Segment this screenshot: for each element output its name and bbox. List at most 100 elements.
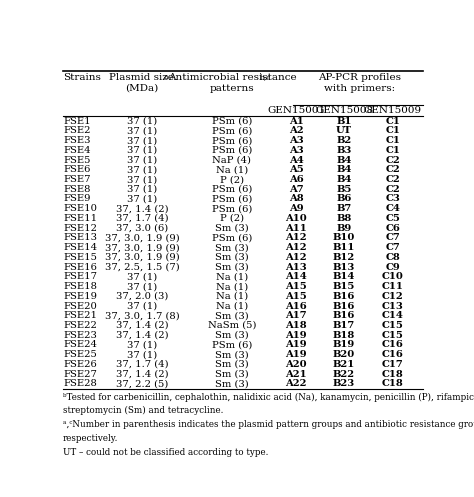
Text: PSm (6): PSm (6) xyxy=(212,146,252,155)
Text: C11: C11 xyxy=(382,282,404,291)
Text: GEN15009: GEN15009 xyxy=(364,106,422,115)
Text: C3: C3 xyxy=(385,194,400,203)
Text: P (2): P (2) xyxy=(220,214,244,223)
Text: B16: B16 xyxy=(333,311,355,320)
Text: A10: A10 xyxy=(285,214,307,223)
Text: A15: A15 xyxy=(285,292,307,301)
Text: C18: C18 xyxy=(382,379,404,388)
Text: FSE17: FSE17 xyxy=(63,272,97,281)
Text: A4: A4 xyxy=(289,156,303,165)
Text: A17: A17 xyxy=(285,311,307,320)
Text: ᵇTested for carbenicillin, cephalothin, nalidixic acid (Na), kanamycin, penicill: ᵇTested for carbenicillin, cephalothin, … xyxy=(63,393,474,402)
Text: FSE15: FSE15 xyxy=(63,253,97,262)
Text: B14: B14 xyxy=(333,272,355,281)
Text: B2: B2 xyxy=(337,136,352,145)
Text: 37, 1.4 (2): 37, 1.4 (2) xyxy=(116,204,168,213)
Text: B12: B12 xyxy=(333,253,355,262)
Text: B8: B8 xyxy=(337,214,352,223)
Text: B20: B20 xyxy=(333,350,355,359)
Text: B1: B1 xyxy=(336,117,352,126)
Text: UT – could not be classified according to type.: UT – could not be classified according t… xyxy=(63,448,268,457)
Text: A5: A5 xyxy=(289,166,303,174)
Text: PSm (6): PSm (6) xyxy=(212,234,252,243)
Text: FSE18: FSE18 xyxy=(63,282,97,291)
Text: PSm (6): PSm (6) xyxy=(212,340,252,349)
Text: A19: A19 xyxy=(285,331,307,340)
Text: A7: A7 xyxy=(289,185,303,194)
Text: FSE4: FSE4 xyxy=(63,146,91,155)
Text: FSE22: FSE22 xyxy=(63,321,97,330)
Text: 37 (1): 37 (1) xyxy=(127,340,157,349)
Text: 37, 2.2 (5): 37, 2.2 (5) xyxy=(116,379,168,388)
Text: C1: C1 xyxy=(385,146,400,155)
Text: C9: C9 xyxy=(385,262,400,272)
Text: 37 (1): 37 (1) xyxy=(127,185,157,194)
Text: 37, 1.7 (4): 37, 1.7 (4) xyxy=(116,360,168,369)
Text: FSE8: FSE8 xyxy=(63,185,91,194)
Text: C1: C1 xyxy=(385,136,400,145)
Text: FSE9: FSE9 xyxy=(63,194,91,203)
Text: NaP (4): NaP (4) xyxy=(212,156,251,165)
Text: Na (1): Na (1) xyxy=(216,166,248,174)
Text: C16: C16 xyxy=(382,350,404,359)
Text: ᵃ,ᶜNumber in parenthesis indicates the plasmid pattern groups and antibiotic res: ᵃ,ᶜNumber in parenthesis indicates the p… xyxy=(63,420,474,429)
Text: FSE13: FSE13 xyxy=(63,234,97,243)
Text: C2: C2 xyxy=(385,175,400,184)
Text: C2: C2 xyxy=(385,156,400,165)
Text: B23: B23 xyxy=(333,379,355,388)
Text: A12: A12 xyxy=(285,253,307,262)
Text: 37 (1): 37 (1) xyxy=(127,175,157,184)
Text: A3: A3 xyxy=(289,136,303,145)
Text: A13: A13 xyxy=(285,262,307,272)
Text: 37, 2.5, 1.5 (7): 37, 2.5, 1.5 (7) xyxy=(105,262,179,272)
Text: C16: C16 xyxy=(382,340,404,349)
Text: FSE19: FSE19 xyxy=(63,292,97,301)
Text: respectively.: respectively. xyxy=(63,434,118,443)
Text: Strains: Strains xyxy=(63,74,101,83)
Text: A6: A6 xyxy=(289,175,303,184)
Text: 37, 2.0 (3): 37, 2.0 (3) xyxy=(116,292,168,301)
Text: 37 (1): 37 (1) xyxy=(127,282,157,291)
Text: B10: B10 xyxy=(333,234,355,243)
Text: A12: A12 xyxy=(285,243,307,252)
Text: A14: A14 xyxy=(285,272,307,281)
Text: C15: C15 xyxy=(382,331,404,340)
Text: A2: A2 xyxy=(289,126,303,135)
Text: C12: C12 xyxy=(382,292,404,301)
Text: B4: B4 xyxy=(336,166,352,174)
Text: PSm (6): PSm (6) xyxy=(212,194,252,203)
Text: 37 (1): 37 (1) xyxy=(127,272,157,281)
Text: 37, 3.0 (6): 37, 3.0 (6) xyxy=(116,224,168,233)
Text: FSE12: FSE12 xyxy=(63,224,97,233)
Text: B22: B22 xyxy=(333,370,355,379)
Text: B18: B18 xyxy=(333,331,355,340)
Text: C13: C13 xyxy=(382,302,404,311)
Text: FSE7: FSE7 xyxy=(63,175,91,184)
Text: A22: A22 xyxy=(285,379,307,388)
Text: P (2): P (2) xyxy=(220,175,244,184)
Text: FSE10: FSE10 xyxy=(63,204,97,213)
Text: A9: A9 xyxy=(289,204,303,213)
Text: A19: A19 xyxy=(285,350,307,359)
Text: B7: B7 xyxy=(337,204,352,213)
Text: B19: B19 xyxy=(333,340,355,349)
Text: B4: B4 xyxy=(336,156,352,165)
Text: GEN15008: GEN15008 xyxy=(315,106,373,115)
Text: B13: B13 xyxy=(333,262,355,272)
Text: NaSm (5): NaSm (5) xyxy=(208,321,256,330)
Text: FSE16: FSE16 xyxy=(63,262,97,272)
Text: Sm (3): Sm (3) xyxy=(215,262,249,272)
Text: 37, 3.0, 1.7 (8): 37, 3.0, 1.7 (8) xyxy=(105,311,179,320)
Text: Na (1): Na (1) xyxy=(216,272,248,281)
Text: C15: C15 xyxy=(382,321,404,330)
Text: B15: B15 xyxy=(333,282,355,291)
Text: C10: C10 xyxy=(382,272,404,281)
Text: FSE23: FSE23 xyxy=(63,331,97,340)
Text: 37 (1): 37 (1) xyxy=(127,136,157,145)
Text: Sm (3): Sm (3) xyxy=(215,370,249,379)
Text: Sm (3): Sm (3) xyxy=(215,331,249,340)
Text: 37 (1): 37 (1) xyxy=(127,117,157,126)
Text: FSE24: FSE24 xyxy=(63,340,97,349)
Text: C1: C1 xyxy=(385,126,400,135)
Text: 37 (1): 37 (1) xyxy=(127,350,157,359)
